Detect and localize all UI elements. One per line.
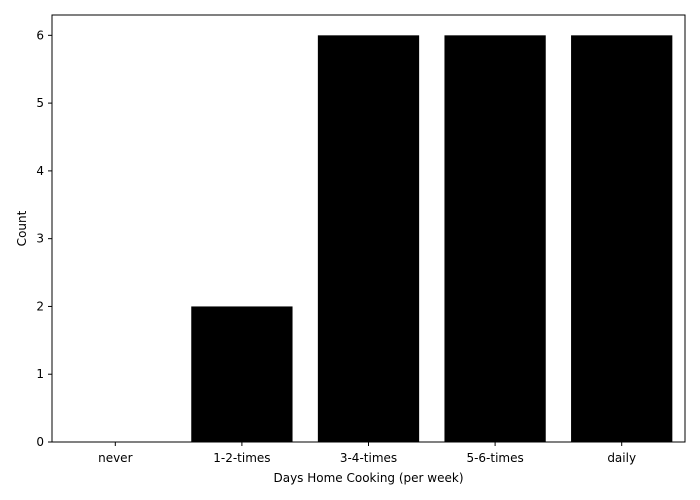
x-axis-ticks: never 1-2-times 3-4-times 5-6-times daily <box>98 442 636 465</box>
x-tick-label: daily <box>607 451 636 465</box>
y-tick-label: 5 <box>36 96 44 110</box>
x-tick-label: never <box>98 451 132 465</box>
x-tick-label: 1-2-times <box>213 451 270 465</box>
x-tick-label: 5-6-times <box>466 451 523 465</box>
bar-5-6-times <box>444 35 546 442</box>
bar-3-4-times <box>317 35 420 442</box>
y-tick-label: 1 <box>36 367 44 381</box>
y-axis-label: Count <box>15 210 29 246</box>
x-tick-label: 3-4-times <box>340 451 397 465</box>
plot-frame <box>51 14 686 443</box>
y-tick-label: 3 <box>36 232 44 246</box>
bar-1-2-times <box>191 306 293 442</box>
y-axis-ticks: 0 1 2 3 4 5 6 <box>36 28 52 449</box>
bar-daily <box>571 35 673 442</box>
bars-layer <box>191 35 673 442</box>
y-tick-label: 6 <box>36 28 44 42</box>
x-axis-label: Days Home Cooking (per week) <box>273 471 463 485</box>
y-tick-label: 4 <box>36 164 44 178</box>
y-tick-label: 0 <box>36 435 44 449</box>
y-tick-label: 2 <box>36 299 44 313</box>
